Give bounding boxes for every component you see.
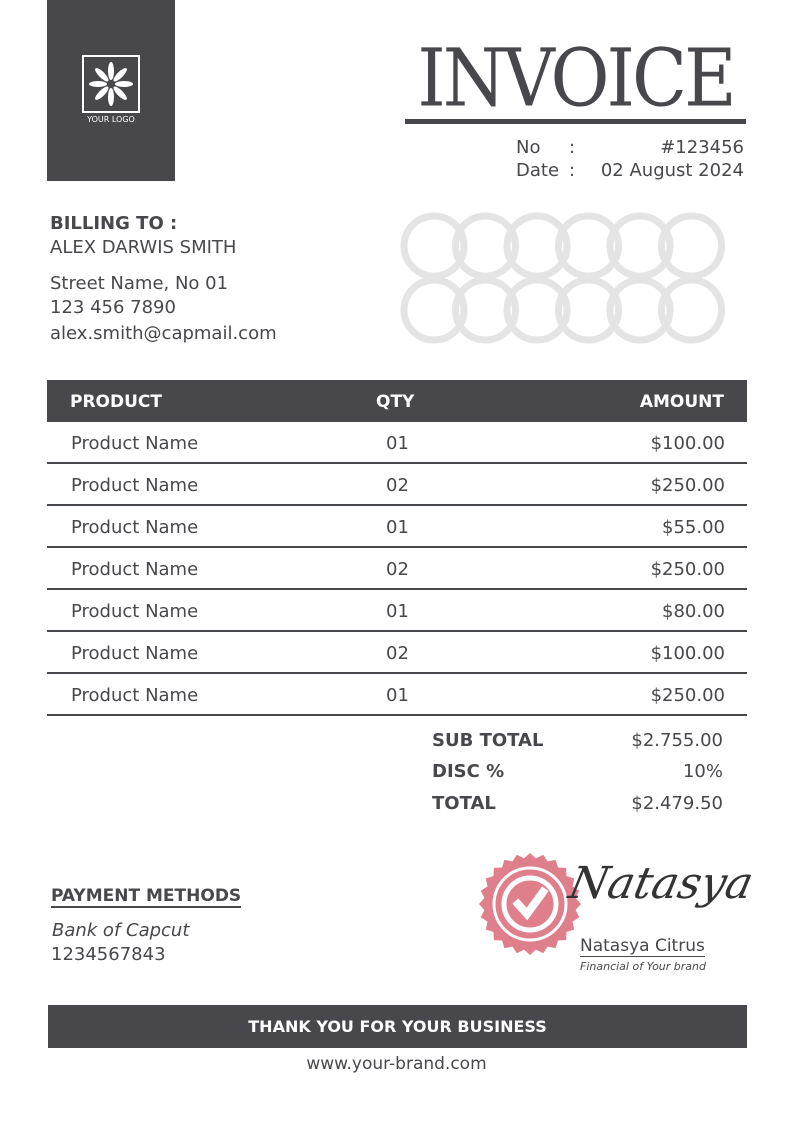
invoice-number: #123456: [660, 137, 744, 158]
product-name: Product Name: [71, 685, 199, 706]
product-amount: $250.00: [650, 475, 725, 496]
product-amount: $80.00: [662, 601, 725, 622]
signer-title: Financial of Your brand: [580, 960, 706, 973]
billing-label: BILLING TO :: [50, 213, 178, 234]
invoice-date: 02 August 2024: [600, 160, 744, 181]
product-name: Product Name: [71, 643, 199, 664]
billing-street: Street Name, No 01: [50, 273, 229, 294]
payment-account: 1234567843: [51, 944, 166, 965]
invoice-title: INVOICE: [417, 31, 736, 125]
table-row: Product Name 02 $100.00: [47, 632, 747, 674]
product-name: Product Name: [71, 559, 199, 580]
title-divider: [405, 119, 746, 124]
product-name: Product Name: [71, 433, 199, 454]
table-header: PRODUCT QTY AMOUNT: [47, 380, 747, 422]
product-amount: $250.00: [650, 685, 725, 706]
date-sep: :: [569, 160, 576, 181]
product-amount: $250.00: [650, 559, 725, 580]
product-qty: 02: [386, 475, 409, 496]
header-product: PRODUCT: [70, 392, 162, 412]
subtotal-value: $2.755.00: [631, 730, 723, 751]
subtotal-label: SUB TOTAL: [432, 730, 544, 751]
product-amount: $100.00: [650, 433, 725, 454]
discount-value: 10%: [682, 761, 723, 782]
product-name: Product Name: [71, 517, 199, 538]
footer-thanks: THANK YOU FOR YOUR BUSINESS: [48, 1005, 747, 1048]
billing-phone: 123 456 7890: [50, 297, 176, 318]
table-row: Product Name 01 $80.00: [47, 590, 747, 632]
signature: Natasya: [564, 858, 758, 909]
signer-name: Natasya Citrus: [580, 936, 705, 957]
table-row: Product Name 01 $55.00: [47, 506, 747, 548]
product-qty: 01: [386, 517, 409, 538]
product-name: Product Name: [71, 475, 199, 496]
payment-bank: Bank of Capcut: [52, 920, 190, 941]
table-row: Product Name 01 $100.00: [47, 422, 747, 464]
product-qty: 01: [386, 601, 409, 622]
product-qty: 02: [386, 559, 409, 580]
table-row: Product Name 02 $250.00: [47, 464, 747, 506]
logo-panel: YOUR LOGO: [47, 0, 175, 181]
payment-label: PAYMENT METHODS: [51, 886, 242, 908]
product-amount: $55.00: [662, 517, 725, 538]
approved-stamp-icon: [479, 853, 581, 955]
product-qty: 01: [386, 685, 409, 706]
no-label: No: [516, 137, 541, 158]
table-row: Product Name 02 $250.00: [47, 548, 747, 590]
product-amount: $100.00: [650, 643, 725, 664]
header-qty: QTY: [376, 392, 415, 412]
header-amount: AMOUNT: [639, 392, 724, 412]
product-qty: 02: [386, 643, 409, 664]
billing-email: alex.smith@capmail.com: [50, 323, 277, 344]
product-name: Product Name: [71, 601, 199, 622]
product-qty: 01: [386, 433, 409, 454]
logo-text: YOUR LOGO: [87, 115, 135, 124]
date-label: Date: [516, 160, 560, 181]
billing-name: ALEX DARWIS SMITH: [50, 237, 237, 258]
footer-website[interactable]: www.your-brand.com: [306, 1054, 487, 1074]
discount-label: DISC %: [432, 761, 505, 782]
table-row: Product Name 01 $250.00: [47, 674, 747, 716]
total-label: TOTAL: [432, 793, 496, 814]
no-sep: :: [569, 137, 576, 158]
total-value: $2.479.50: [631, 793, 723, 814]
decorative-rings: [400, 212, 725, 344]
logo-icon: [82, 55, 140, 113]
